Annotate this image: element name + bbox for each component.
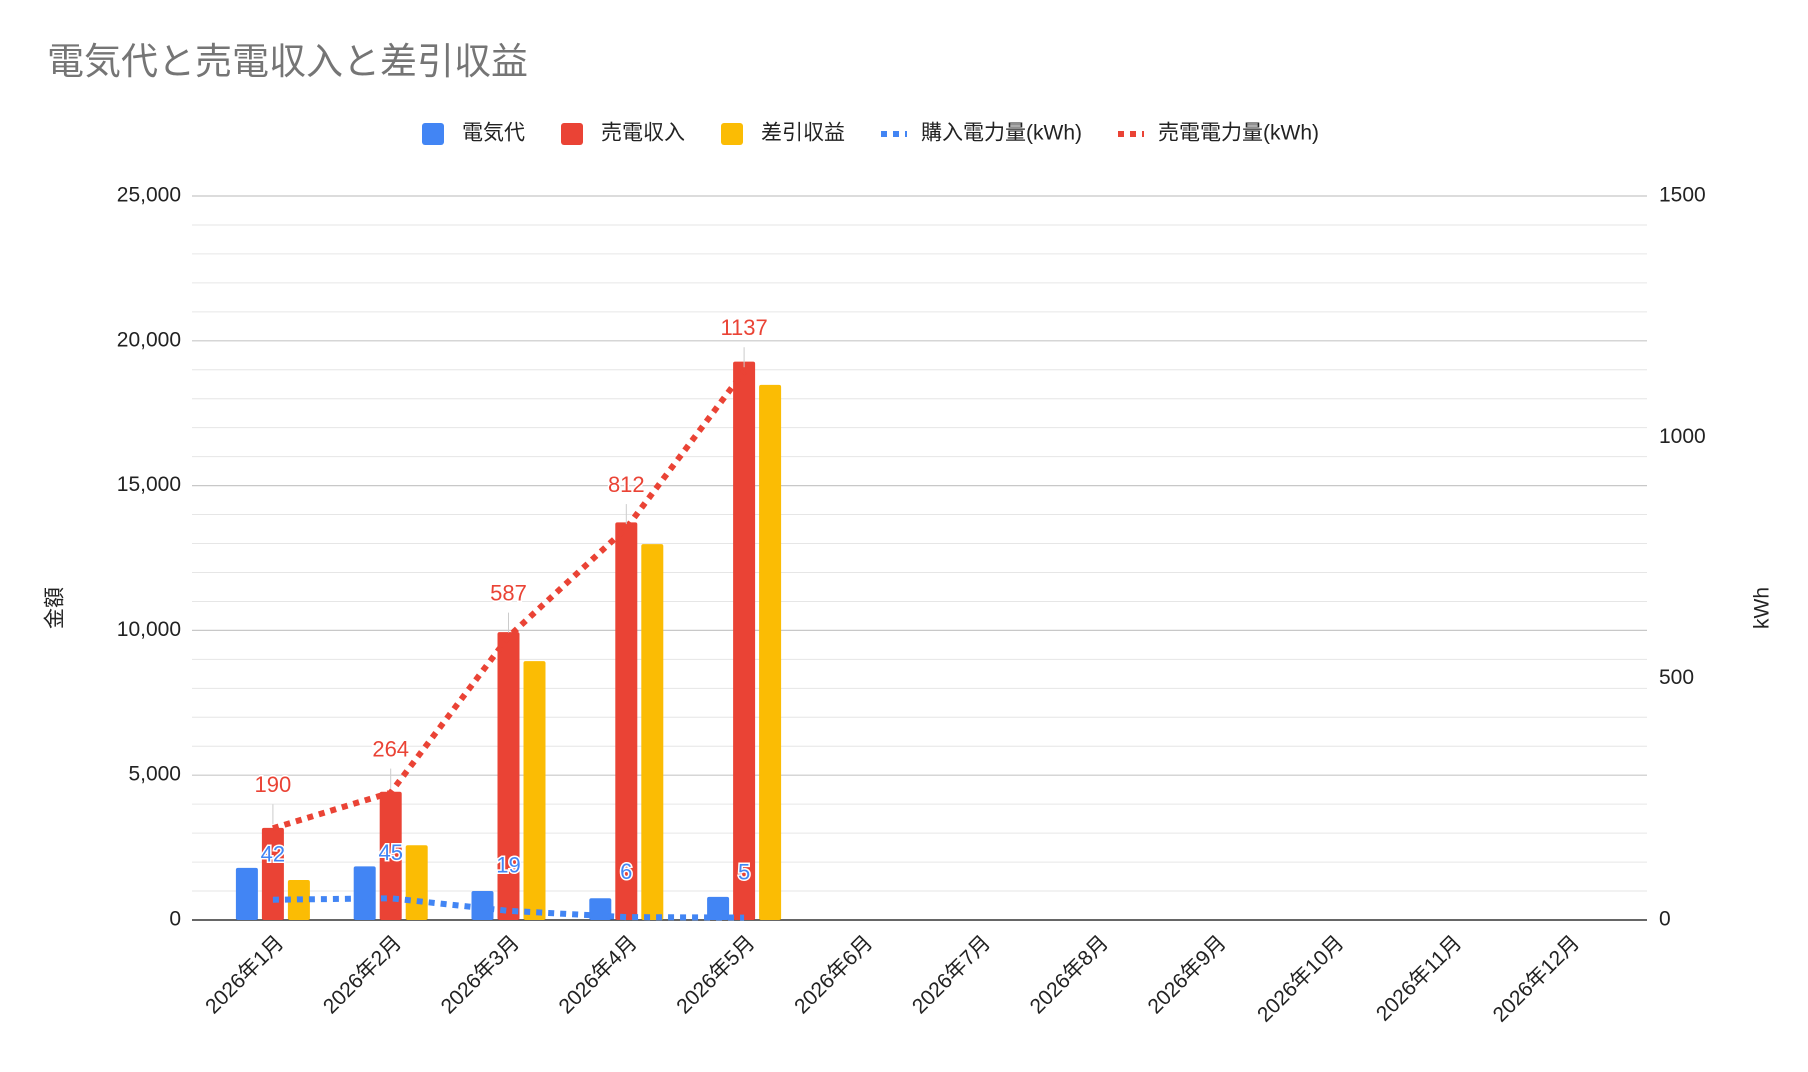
bar bbox=[235, 867, 258, 920]
y-tick-label: 15,000 bbox=[117, 473, 181, 496]
x-tick-label: 2026年8月 bbox=[1026, 931, 1113, 1018]
bar bbox=[589, 898, 612, 920]
y-tick-label: 5,000 bbox=[128, 763, 181, 786]
legend-swatch bbox=[422, 123, 444, 145]
legend-label: 電気代 bbox=[462, 122, 525, 145]
data-label: 1137 bbox=[720, 315, 767, 340]
x-tick-label: 2026年1月 bbox=[201, 931, 288, 1018]
y2-axis-title: kWh bbox=[1751, 587, 1774, 629]
x-tick-label: 2026年6月 bbox=[790, 931, 877, 1018]
chart-title: 電気代と売電収入と差引収益 bbox=[47, 41, 528, 82]
line bbox=[272, 369, 747, 832]
x-tick-label: 2026年2月 bbox=[319, 931, 406, 1018]
bar bbox=[353, 866, 376, 920]
bar bbox=[497, 632, 520, 920]
data-label: 5 bbox=[738, 859, 750, 884]
bar bbox=[733, 361, 756, 920]
y-tick-label: 25,000 bbox=[117, 184, 181, 207]
y2-tick-label: 1000 bbox=[1659, 425, 1706, 448]
x-tick-label: 2026年9月 bbox=[1143, 931, 1230, 1018]
bar bbox=[523, 661, 546, 920]
legend-label: 購入電力量(kWh) bbox=[921, 122, 1082, 145]
data-label: 19 bbox=[496, 853, 520, 878]
x-tick-label: 2026年5月 bbox=[672, 931, 759, 1018]
x-tick-label: 2026年3月 bbox=[437, 931, 524, 1018]
x-tick-label: 2026年4月 bbox=[554, 931, 641, 1018]
y-tick-label: 0 bbox=[169, 908, 181, 931]
legend-label: 売電電力量(kWh) bbox=[1158, 122, 1319, 145]
x-tick-label: 2026年12月 bbox=[1489, 931, 1585, 1027]
y-tick-label: 20,000 bbox=[117, 328, 181, 351]
x-tick-label: 2026年10月 bbox=[1253, 931, 1349, 1027]
bar bbox=[379, 791, 402, 920]
legend-swatch bbox=[561, 123, 583, 145]
y2-tick-label: 500 bbox=[1659, 666, 1694, 689]
data-label: 812 bbox=[608, 472, 645, 497]
y-axis-title: 金額 bbox=[44, 587, 67, 629]
bar bbox=[405, 845, 428, 920]
bar bbox=[707, 896, 730, 920]
y2-tick-label: 0 bbox=[1659, 908, 1671, 931]
legend-swatch bbox=[721, 123, 743, 145]
y-tick-label: 10,000 bbox=[117, 618, 181, 641]
data-label: 190 bbox=[255, 772, 292, 797]
bar bbox=[759, 384, 782, 920]
legend-label: 差引収益 bbox=[761, 122, 845, 145]
data-label: 264 bbox=[372, 736, 409, 761]
data-label: 6 bbox=[620, 859, 632, 884]
data-label: 42 bbox=[261, 842, 285, 867]
bar bbox=[615, 522, 638, 920]
bar bbox=[641, 544, 664, 920]
x-tick-label: 2026年11月 bbox=[1372, 931, 1466, 1025]
x-tick-label: 2026年7月 bbox=[908, 931, 995, 1018]
data-label: 45 bbox=[378, 840, 402, 865]
legend-label: 売電収入 bbox=[601, 122, 685, 145]
data-label: 587 bbox=[490, 580, 527, 605]
y2-tick-label: 1500 bbox=[1659, 184, 1706, 207]
